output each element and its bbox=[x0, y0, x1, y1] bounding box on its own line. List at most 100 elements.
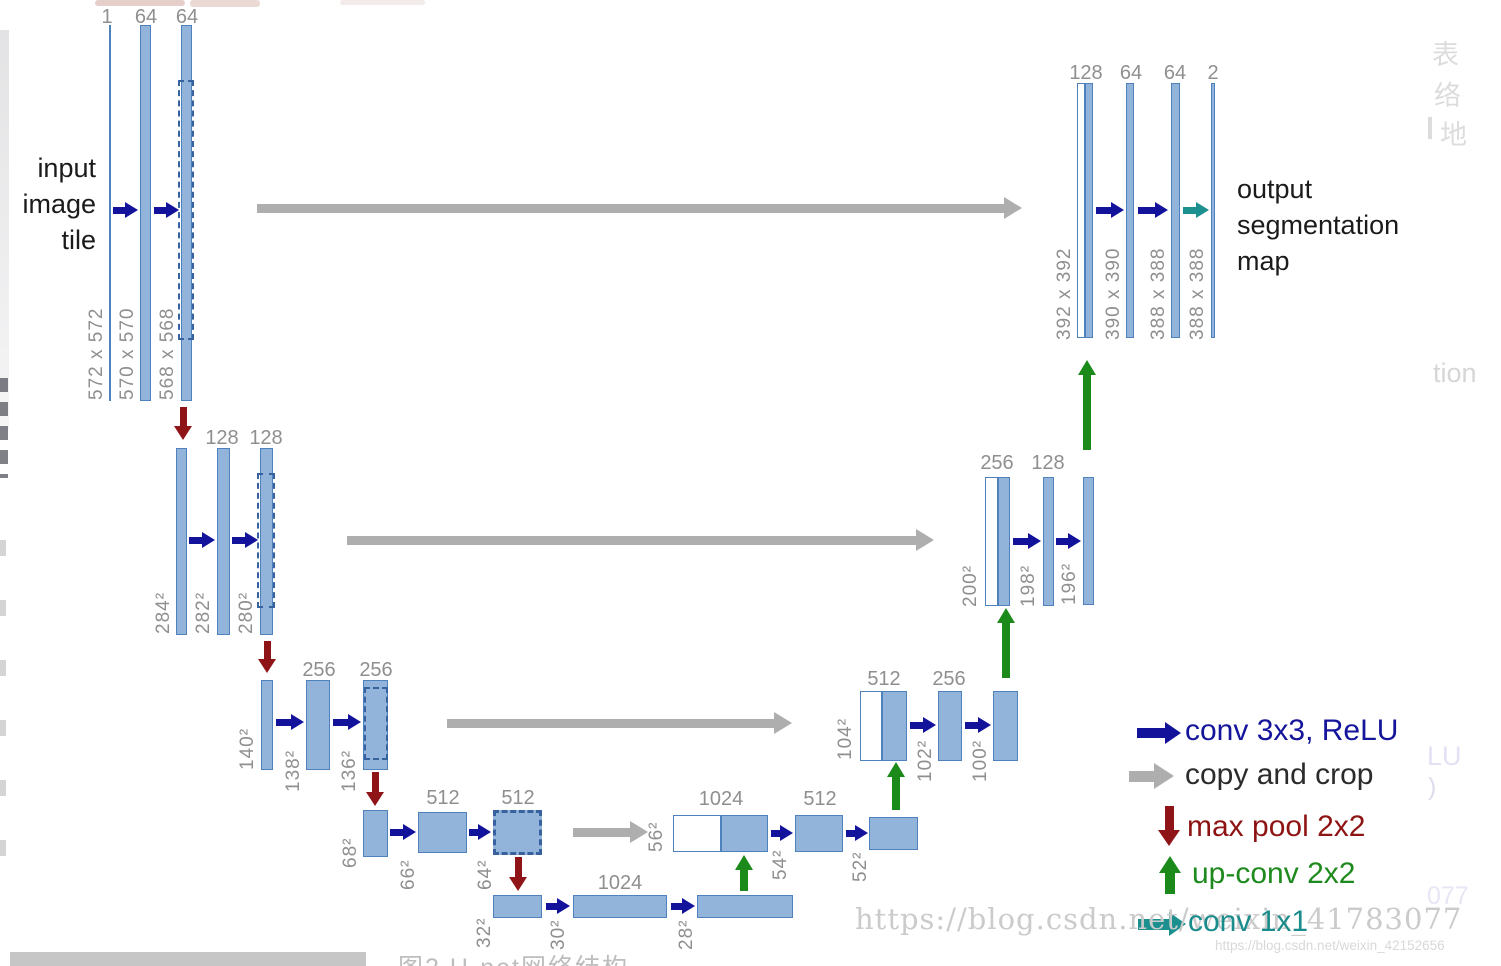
dec4-upconv-box bbox=[721, 815, 768, 852]
maxpool-arrow bbox=[366, 772, 384, 806]
enc1-conv1-bar bbox=[140, 25, 151, 401]
feature-size-label: 102² bbox=[915, 739, 936, 782]
copy-crop-arrow bbox=[573, 821, 648, 843]
dec2-upconv-bar bbox=[998, 477, 1010, 606]
top-edge-smudge bbox=[95, 0, 185, 6]
enc4-in-box bbox=[363, 810, 388, 857]
crop-region-outline bbox=[364, 687, 388, 760]
watermark-cn-char: 络 bbox=[1434, 81, 1461, 111]
bottleneck-in-box bbox=[493, 895, 542, 918]
left-edge-dark-fragments bbox=[0, 378, 8, 478]
conv3x3-arrow bbox=[390, 823, 416, 841]
arrow-head bbox=[916, 529, 934, 551]
output-segmentation-map-label: output segmentation map bbox=[1237, 171, 1452, 279]
enc4-conv1-box bbox=[418, 812, 467, 853]
channels-label: 128 bbox=[1031, 452, 1065, 474]
arrow-shaft bbox=[1083, 374, 1091, 450]
feature-size-label: 140² bbox=[237, 727, 258, 770]
arrow-shaft bbox=[671, 902, 682, 910]
arrow-head bbox=[1111, 201, 1124, 218]
feature-size-label: 28² bbox=[676, 919, 697, 950]
channels-label: 128 bbox=[1069, 62, 1103, 84]
arrow-shaft bbox=[276, 718, 291, 726]
conv3x3-arrow bbox=[189, 531, 215, 549]
arrow-shaft bbox=[1183, 206, 1196, 214]
arrow-shaft bbox=[469, 828, 478, 836]
dec2-conv2-bar bbox=[1083, 477, 1094, 605]
channels-label: 1 bbox=[101, 6, 113, 28]
arrow-shaft bbox=[447, 718, 774, 728]
arrow-shaft bbox=[1138, 206, 1155, 214]
arrow-shaft bbox=[965, 721, 978, 729]
feature-size-label: 100² bbox=[970, 739, 991, 782]
bottom-gray-bar bbox=[10, 952, 366, 966]
arrow-shaft bbox=[1129, 770, 1154, 782]
conv3x3-arrow bbox=[333, 713, 361, 731]
arrow-head bbox=[1165, 722, 1181, 744]
legend-copy-crop-arrow bbox=[1129, 763, 1174, 789]
arrow-shaft bbox=[910, 721, 923, 729]
arrow-head bbox=[202, 531, 215, 548]
legend-upconv-arrow bbox=[1159, 856, 1181, 894]
arrow-head bbox=[1196, 201, 1209, 218]
copy-crop-arrow bbox=[447, 712, 792, 734]
top-edge-smudge bbox=[190, 0, 260, 7]
dec1-conv1-bar bbox=[1126, 83, 1134, 338]
channels-label: 256 bbox=[932, 668, 966, 690]
arrow-shaft bbox=[263, 641, 271, 660]
arrow-shaft bbox=[1013, 537, 1028, 545]
arrow-shaft bbox=[1165, 872, 1175, 894]
dec1-copied-bar bbox=[1077, 83, 1085, 338]
enc2-conv2-bar bbox=[260, 448, 273, 635]
feature-size-label: 138² bbox=[283, 749, 304, 792]
channels-label: 128 bbox=[205, 427, 239, 449]
enc4-conv2-box bbox=[493, 810, 542, 855]
feature-size-label: 196² bbox=[1059, 562, 1080, 605]
input-label-line: image bbox=[22, 189, 96, 219]
conv3x3-arrow bbox=[846, 824, 868, 842]
output-label-line: map bbox=[1237, 246, 1290, 276]
arrow-head bbox=[923, 716, 936, 733]
arrow-head bbox=[245, 531, 258, 548]
arrow-head bbox=[557, 897, 570, 914]
feature-size-label: 280² bbox=[236, 591, 257, 634]
figure-caption: 图2 U-net网络结构 bbox=[398, 948, 629, 966]
enc2-in-bar bbox=[176, 448, 187, 635]
feature-size-label: 392 x 392 bbox=[1054, 247, 1075, 340]
channels-label: 64 bbox=[1163, 62, 1187, 84]
conv3x3-arrow bbox=[276, 713, 304, 731]
feature-size-label: 572 x 572 bbox=[86, 307, 107, 400]
dec3-copied-bar bbox=[860, 691, 882, 761]
bottleneck-conv1-box bbox=[573, 895, 667, 918]
channels-label: 256 bbox=[359, 659, 393, 681]
arrow-head bbox=[996, 608, 1015, 623]
input-image-tile-label: input image tile bbox=[3, 150, 96, 258]
arrow-shaft bbox=[189, 536, 202, 544]
feature-size-label: 52² bbox=[850, 851, 871, 882]
arrow-shaft bbox=[740, 869, 748, 891]
feature-size-label: 388 x 388 bbox=[1148, 247, 1169, 340]
arrow-head bbox=[734, 855, 753, 870]
legend-maxpool-arrow bbox=[1158, 806, 1180, 846]
conv3x3-arrow bbox=[546, 897, 570, 915]
feature-size-label: 388 x 388 bbox=[1187, 247, 1208, 340]
channels-label: 512 bbox=[426, 787, 460, 809]
arrow-head bbox=[348, 713, 361, 730]
feature-size-label: 56² bbox=[646, 821, 667, 852]
feature-size-label: 66² bbox=[398, 859, 419, 890]
arrow-shaft bbox=[1164, 806, 1174, 831]
feature-size-label: 32² bbox=[474, 917, 495, 948]
legend-label-conv1x1: conv 1x1 bbox=[1188, 905, 1309, 938]
arrow-shaft bbox=[771, 829, 780, 837]
channels-label: 256 bbox=[980, 452, 1014, 474]
arrow-head bbox=[1028, 532, 1041, 549]
arrow-shaft bbox=[232, 536, 245, 544]
upconv-arrow bbox=[1077, 360, 1097, 450]
enc3-conv1-bar bbox=[306, 680, 330, 770]
channels-label: 512 bbox=[867, 668, 901, 690]
maxpool-arrow bbox=[258, 641, 276, 673]
watermark-cn-char: 地 bbox=[1440, 120, 1467, 150]
arrow-shaft bbox=[1138, 918, 1169, 930]
feature-size-label: 68² bbox=[340, 837, 361, 868]
